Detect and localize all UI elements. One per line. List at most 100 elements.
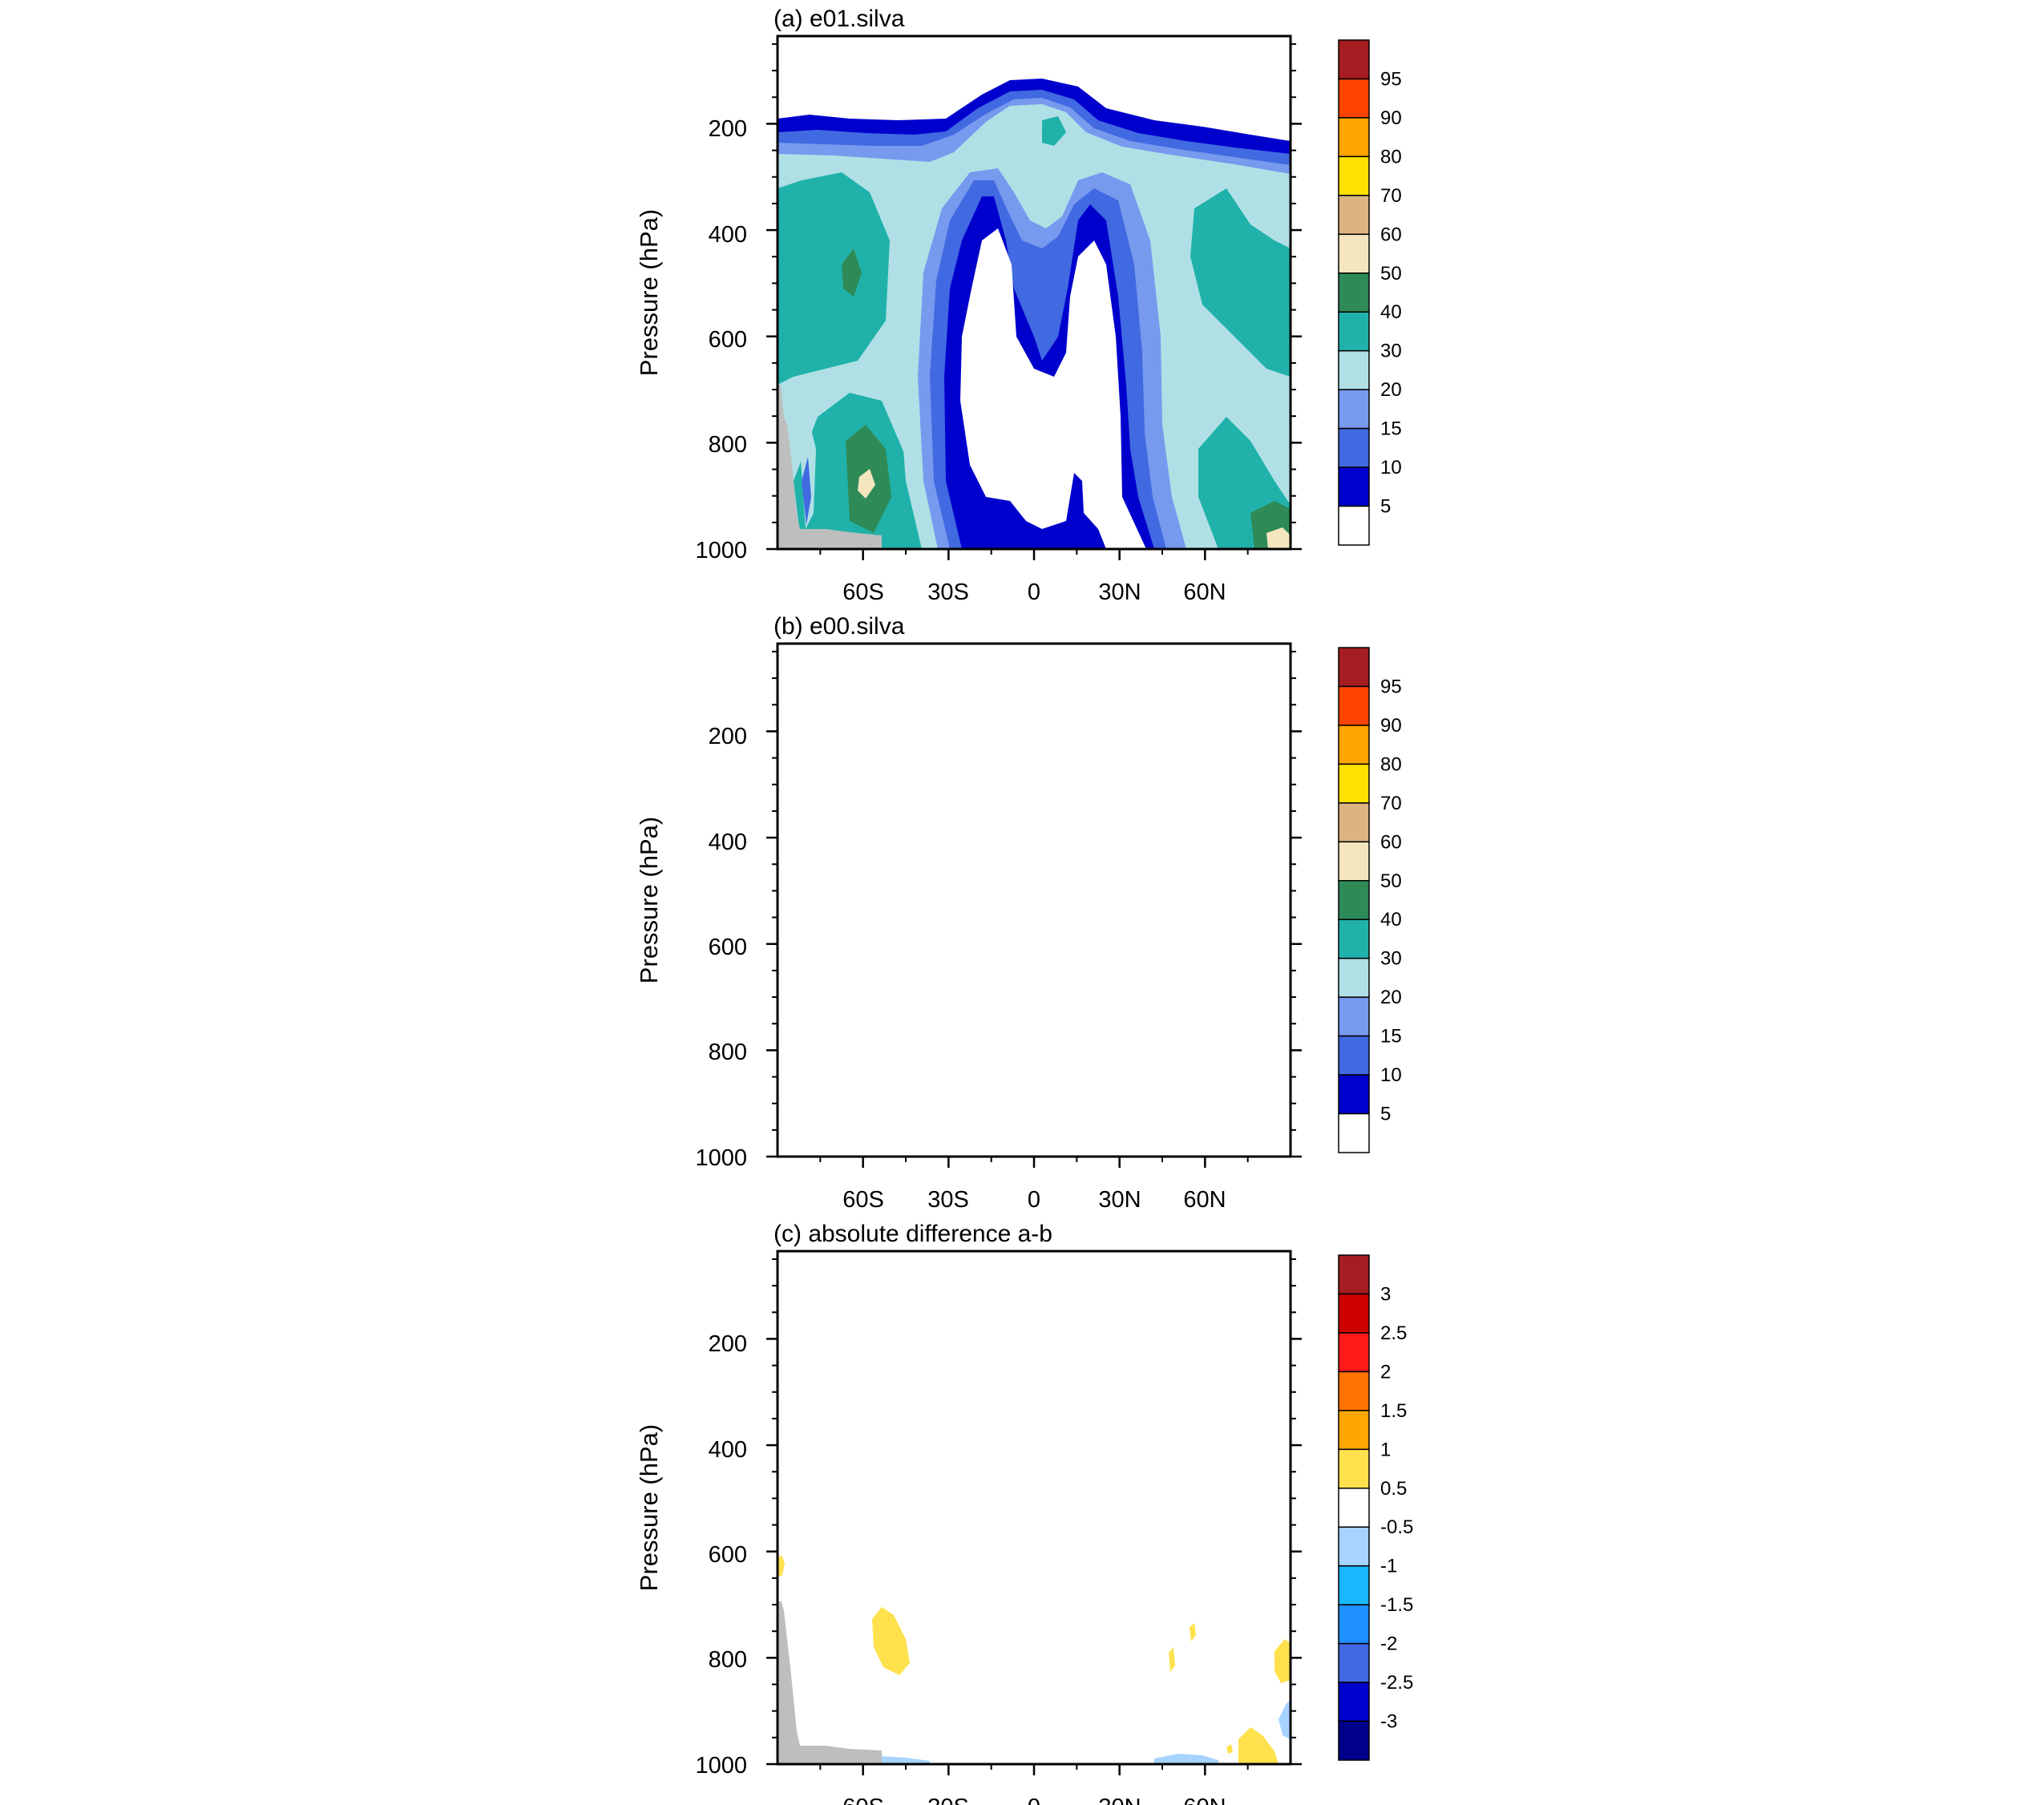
colorbar-swatch: [1338, 841, 1370, 882]
panel-b: (b) e00.silva: [635, 613, 1402, 1213]
colorbar-swatch: [1338, 685, 1370, 726]
missing-land: [778, 385, 882, 549]
contour-fill-50: [1266, 527, 1291, 549]
colorbar-swatch: [1338, 802, 1370, 843]
colorbar-swatch: [1338, 427, 1370, 468]
x-tick-label: 60N: [1183, 1795, 1226, 1805]
panel-title: (c) absolute difference a-b: [774, 1221, 1052, 1247]
colorbar-label: 50: [1380, 870, 1402, 892]
colorbar-swatch: [1338, 1332, 1370, 1373]
plot-frame: [776, 642, 1292, 1158]
y-tick-label: 800: [709, 1040, 747, 1065]
colorbar-swatch: [1338, 78, 1370, 119]
colorbar-swatch: [1338, 155, 1370, 196]
colorbar-swatch: [1338, 466, 1370, 507]
colorbar: 3 2.5 2 1.5 1 0.5 -0.5 -1 -1.5 -2 -2.5 -3: [1338, 1254, 1413, 1761]
contour-fill-30: [794, 1000, 926, 1157]
contour-fill-40: [842, 856, 862, 904]
contour-fill-40: [1250, 1108, 1291, 1157]
colorbar-swatch: [1338, 389, 1370, 430]
contour-fill-30: [1190, 796, 1291, 984]
x-tick-label: 30S: [927, 579, 969, 605]
panel-c: (c) absolute difference a-b 200 400 600 …: [635, 1221, 1413, 1805]
colorbar-swatch: [1338, 1112, 1370, 1153]
colorbar-swatch: [1338, 1371, 1370, 1411]
plot-background: [778, 1251, 1291, 1764]
colorbar-label: -0.5: [1380, 1516, 1413, 1538]
x-tick-labels: 60S 30S 0 30N 60N: [842, 579, 1226, 605]
colorbar-swatch: [1338, 763, 1370, 804]
contour-field: [778, 1251, 1291, 1764]
contour-fill-positive: [872, 1607, 910, 1675]
colorbar-label: 40: [1380, 909, 1402, 931]
contour-fill-40: [846, 1032, 891, 1141]
colorbar: 95 90 80 70 60 50 40 30 20 15 10 5: [1338, 647, 1402, 1153]
contour-fill-50: [1266, 1135, 1291, 1157]
colorbar-label: 15: [1380, 418, 1402, 440]
colorbar-label: -2: [1380, 1633, 1397, 1655]
y-tick-label: 600: [709, 935, 747, 960]
y-tick-labels: 200 400 600 800 1000: [695, 1331, 747, 1779]
colorbar-swatch: [1338, 1035, 1370, 1076]
plot-background: [778, 644, 1291, 1157]
contour-field: [778, 644, 1291, 1157]
colorbar-swatch: [1338, 647, 1370, 688]
contour-fill-50: [858, 469, 875, 499]
tick-marks: [766, 42, 1302, 560]
colorbar-label: 3: [1380, 1283, 1391, 1305]
y-tick-label: 800: [709, 432, 747, 458]
panel-a: (a) e01.silva: [635, 6, 1402, 605]
x-tick-label: 30N: [1098, 1795, 1141, 1805]
missing-land: [778, 992, 882, 1157]
contour-fill-30: [1042, 724, 1066, 753]
y-tick-labels: 200 400 600 800 1000: [695, 724, 747, 1171]
colorbar-label: 95: [1380, 676, 1402, 697]
contour-fill-5: [778, 686, 1291, 1157]
contour-fill-20: [800, 1024, 816, 1137]
colorbar-swatch: [1338, 273, 1370, 313]
colorbar-label: 1: [1380, 1439, 1391, 1460]
y-tick-label: 1000: [695, 1145, 747, 1171]
tick-marks: [766, 650, 1302, 1168]
colorbar-swatch: [1338, 1293, 1370, 1334]
contour-fill-positive: [1238, 1727, 1279, 1764]
x-tick-label: 30S: [927, 1187, 969, 1213]
contour-field: [778, 36, 1291, 549]
colorbar-label: 1.5: [1380, 1400, 1407, 1422]
panel-title: (a) e01.silva: [774, 6, 905, 32]
colorbar-label: -1: [1380, 1556, 1397, 1577]
y-axis-label: Pressure (hPa): [635, 209, 663, 376]
contour-fill-50: [858, 1076, 875, 1106]
contour-fill-30: [778, 172, 890, 385]
contour-fill-30: [1190, 188, 1291, 377]
colorbar-swatch: [1338, 349, 1370, 390]
y-tick-label: 200: [709, 116, 747, 142]
colorbar: 95 90 80 70 60 50 40 30 20 15 10 5: [1338, 39, 1402, 546]
colorbar-label: 60: [1380, 224, 1402, 245]
colorbar-label: 2.5: [1380, 1322, 1407, 1344]
y-tick-label: 1000: [695, 538, 747, 563]
colorbar-swatch: [1338, 1720, 1370, 1761]
contour-fill-20: [898, 760, 1210, 1157]
colorbar-swatch: [1338, 1604, 1370, 1645]
colorbar-label: 95: [1380, 68, 1402, 90]
colorbar-swatch: [1338, 311, 1370, 352]
contour-fill-15: [918, 776, 1186, 1157]
colorbar-swatch: [1338, 880, 1370, 920]
y-tick-label: 1000: [695, 1753, 747, 1779]
colorbar-label: 90: [1380, 715, 1402, 737]
x-tick-label: 60S: [842, 1795, 884, 1805]
colorbar-swatch: [1338, 195, 1370, 236]
contour-fill-0: [960, 228, 1146, 549]
x-tick-labels: 60S 30S 0 30N 60N: [842, 1795, 1226, 1805]
x-tick-label: 0: [1028, 1795, 1040, 1805]
colorbar-label: 80: [1380, 753, 1402, 775]
colorbar-swatch: [1338, 1448, 1370, 1489]
x-tick-label: 60S: [842, 1187, 884, 1213]
y-tick-labels: 200 400 600 800 1000: [695, 116, 747, 563]
colorbar-label: 10: [1380, 1064, 1402, 1086]
contour-fill-positive: [778, 1555, 785, 1577]
y-axis-label: Pressure (hPa): [635, 1424, 663, 1591]
x-tick-label: 60N: [1183, 1187, 1226, 1213]
colorbar-swatch: [1338, 505, 1370, 546]
